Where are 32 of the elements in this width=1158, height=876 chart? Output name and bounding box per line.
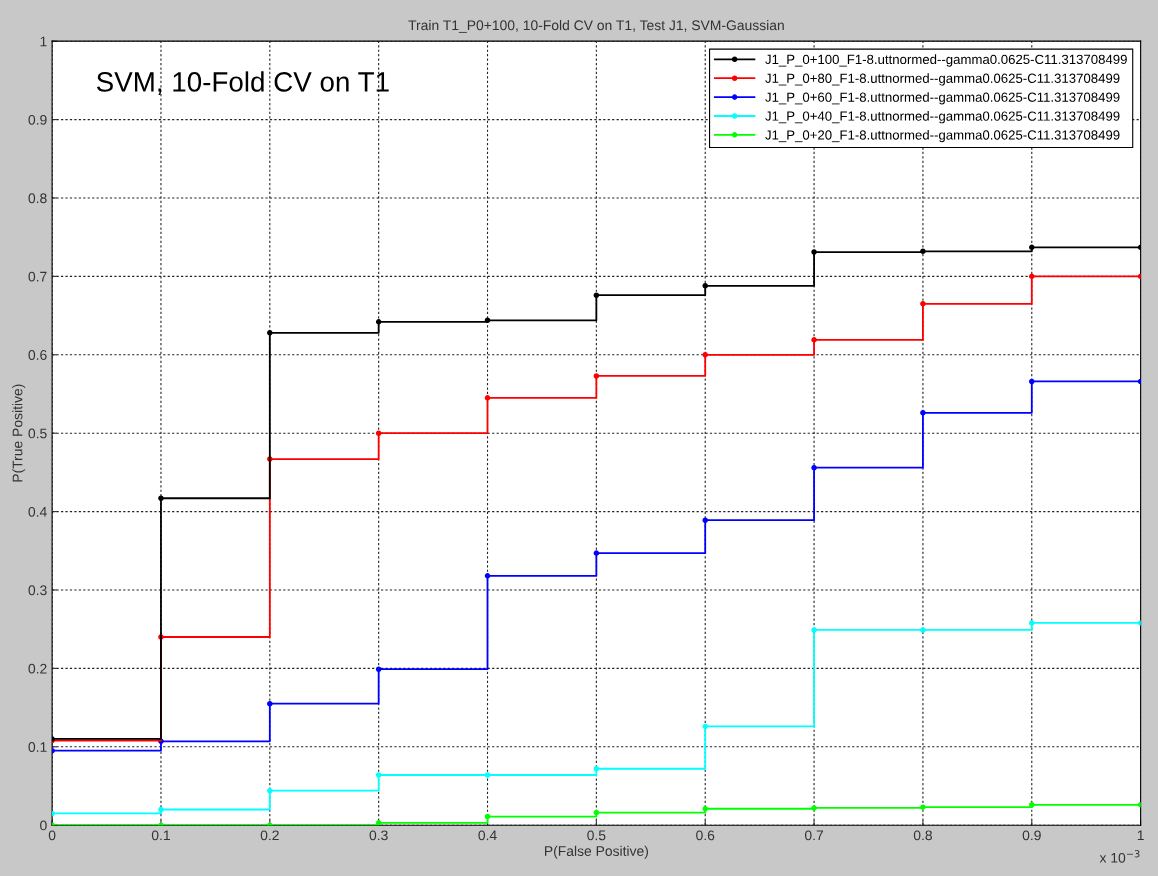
legend-label: J1_P_0+80_F1-8.uttnormed--gamma0.0625-C11.313708499 [765,73,1120,86]
x-tick-label: 0.8 [913,830,932,841]
x-tick-label: 0.6 [696,830,715,841]
y-tick-label: 0.7 [28,271,47,282]
x-tick-label: 0 [48,830,56,841]
x-tick-label: 0.1 [151,830,170,841]
x-tick-label: 1 [1137,830,1144,841]
y-tick-label: 0.6 [28,350,47,360]
x-tick-label: 0.4 [478,830,497,841]
y-tick-label: 0.5 [28,428,47,439]
annotation: SVM, 10-Fold CV on T1 [96,71,389,96]
y-tick-label: 0.1 [28,742,47,752]
legend-label: J1_P_0+40_F1-8.uttnormed--gamma0.0625-C11.313708499 [765,111,1120,124]
y-tick-label: 0.4 [28,506,47,517]
legend-label: J1_P_0+20_F1-8.uttnormed--gamma0.0625-C11.313708499 [765,129,1120,143]
x-axis-title: P(False Positive) [545,845,648,859]
x-tick-label: 0.2 [260,830,279,841]
y-tick-label: 0.2 [28,663,47,674]
y-tick-label: 0.8 [28,193,47,204]
legend-label: J1_P_0+60_F1-8.uttnormed--gamma0.0625-C11.313708499 [765,92,1120,105]
y-tick-label: 0.3 [28,585,47,596]
legend-label: J1_P_0+100_F1-8.uttnormed--gamma0.0625-C11.313708499 [765,54,1127,67]
x-tick-label: 0.9 [1022,830,1041,841]
y-axis-title: P(True Positive) [12,384,26,482]
y-tick-label: 1 [40,36,47,47]
y-tick-label: 0 [40,820,47,831]
text: x 10$^{−3}$ [1099,850,1140,863]
x-tick-label: 0.3 [369,830,388,841]
x-tick-label: 0.5 [587,830,606,841]
x-tick-label: 0.7 [804,830,824,841]
chart-title: Train T1_P0+100, 10-Fold CV on T1, Test J1, SVM-Gaussian [408,20,784,33]
y-tick-label: 0.9 [28,114,47,125]
